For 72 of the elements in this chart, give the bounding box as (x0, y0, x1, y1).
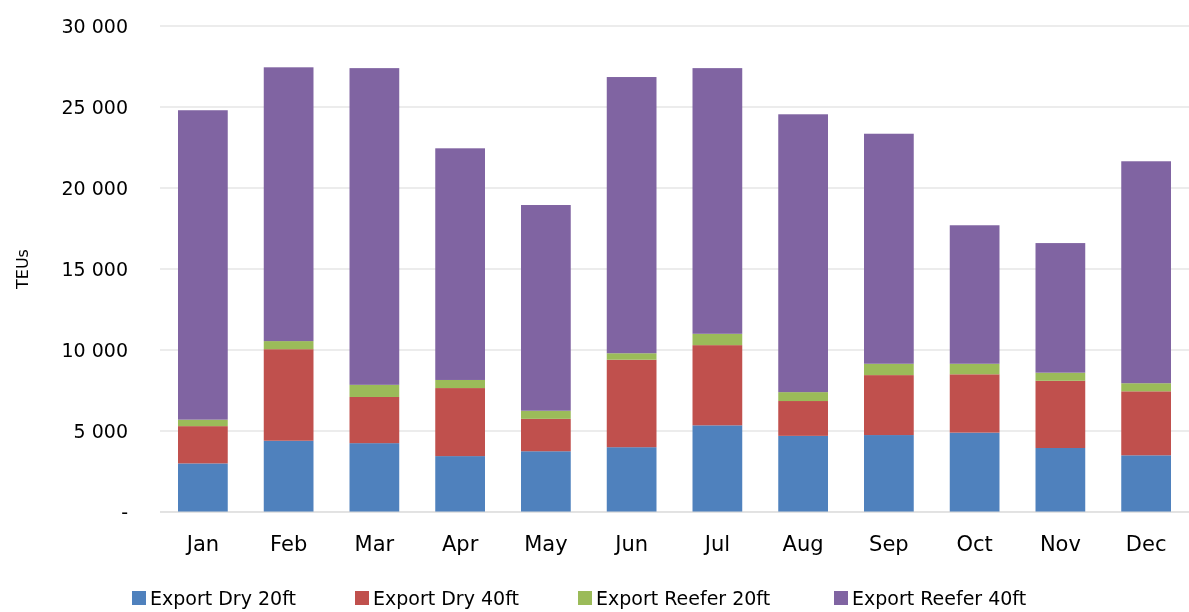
y-tick-label: 30 000 (61, 15, 128, 37)
bar (263, 67, 314, 342)
y-tick-label: 15 000 (61, 258, 128, 280)
bar (1121, 391, 1171, 456)
legend-label: Export Reefer 40ft (852, 587, 1027, 609)
bar (606, 359, 657, 448)
bar (349, 396, 400, 444)
bar (349, 68, 400, 385)
bar (949, 374, 1000, 433)
bar (778, 435, 828, 512)
x-tick-label: May (524, 532, 568, 556)
bar (349, 443, 400, 512)
bar (1035, 243, 1086, 373)
bar (864, 133, 914, 364)
bar (692, 425, 743, 512)
y-tick-label: 20 000 (61, 177, 128, 199)
y-tick-label: 10 000 (61, 339, 128, 361)
bar (949, 432, 1000, 512)
bar (778, 114, 828, 393)
bar (435, 456, 485, 512)
x-tick-label: Nov (1039, 532, 1081, 556)
x-tick-label: Aug (782, 532, 824, 556)
bar (1121, 383, 1171, 392)
bar (1121, 161, 1171, 384)
bar (263, 341, 314, 350)
bar (349, 384, 400, 397)
bar (435, 148, 485, 380)
y-axis-title: TEUs (12, 249, 32, 290)
bar (521, 205, 571, 411)
x-tick-label: Oct (956, 532, 993, 556)
bar (692, 333, 743, 346)
bar (606, 353, 657, 360)
bar (606, 447, 657, 512)
bar (606, 77, 657, 354)
y-tick-label: 5 000 (73, 420, 128, 442)
bar (178, 110, 228, 420)
legend-label: Export Dry 20ft (150, 587, 296, 609)
y-tick-label: - (121, 501, 128, 523)
bar (263, 349, 314, 441)
bar (435, 388, 485, 457)
bar (178, 419, 228, 427)
x-tick-label: Sep (869, 532, 909, 556)
bar (949, 363, 1000, 375)
x-tick-label: Jun (613, 532, 649, 556)
bar (864, 435, 914, 512)
bar (864, 375, 914, 436)
bar (1035, 448, 1086, 512)
bar (521, 410, 571, 419)
x-tick-label: Mar (354, 532, 395, 556)
legend-label: Export Dry 40ft (373, 587, 519, 609)
bar (949, 225, 1000, 364)
x-tick-label: Jan (184, 532, 220, 556)
bar (178, 463, 228, 512)
x-tick-label: Apr (441, 532, 479, 556)
bar (263, 440, 314, 512)
bar (1035, 372, 1086, 381)
bar (778, 401, 828, 436)
bar (178, 426, 228, 464)
bar (692, 345, 743, 426)
bar (864, 363, 914, 376)
bar (692, 68, 743, 334)
bar (435, 379, 485, 389)
x-tick-label: Feb (270, 532, 308, 556)
x-tick-label: Dec (1125, 532, 1167, 556)
bar (521, 451, 571, 512)
legend-label: Export Reefer 20ft (596, 587, 771, 609)
bar (1035, 380, 1086, 449)
bar (778, 392, 828, 402)
bar (521, 418, 571, 452)
y-tick-label: 25 000 (61, 96, 128, 118)
x-tick-label: Jul (702, 532, 731, 556)
bar (1121, 455, 1171, 512)
